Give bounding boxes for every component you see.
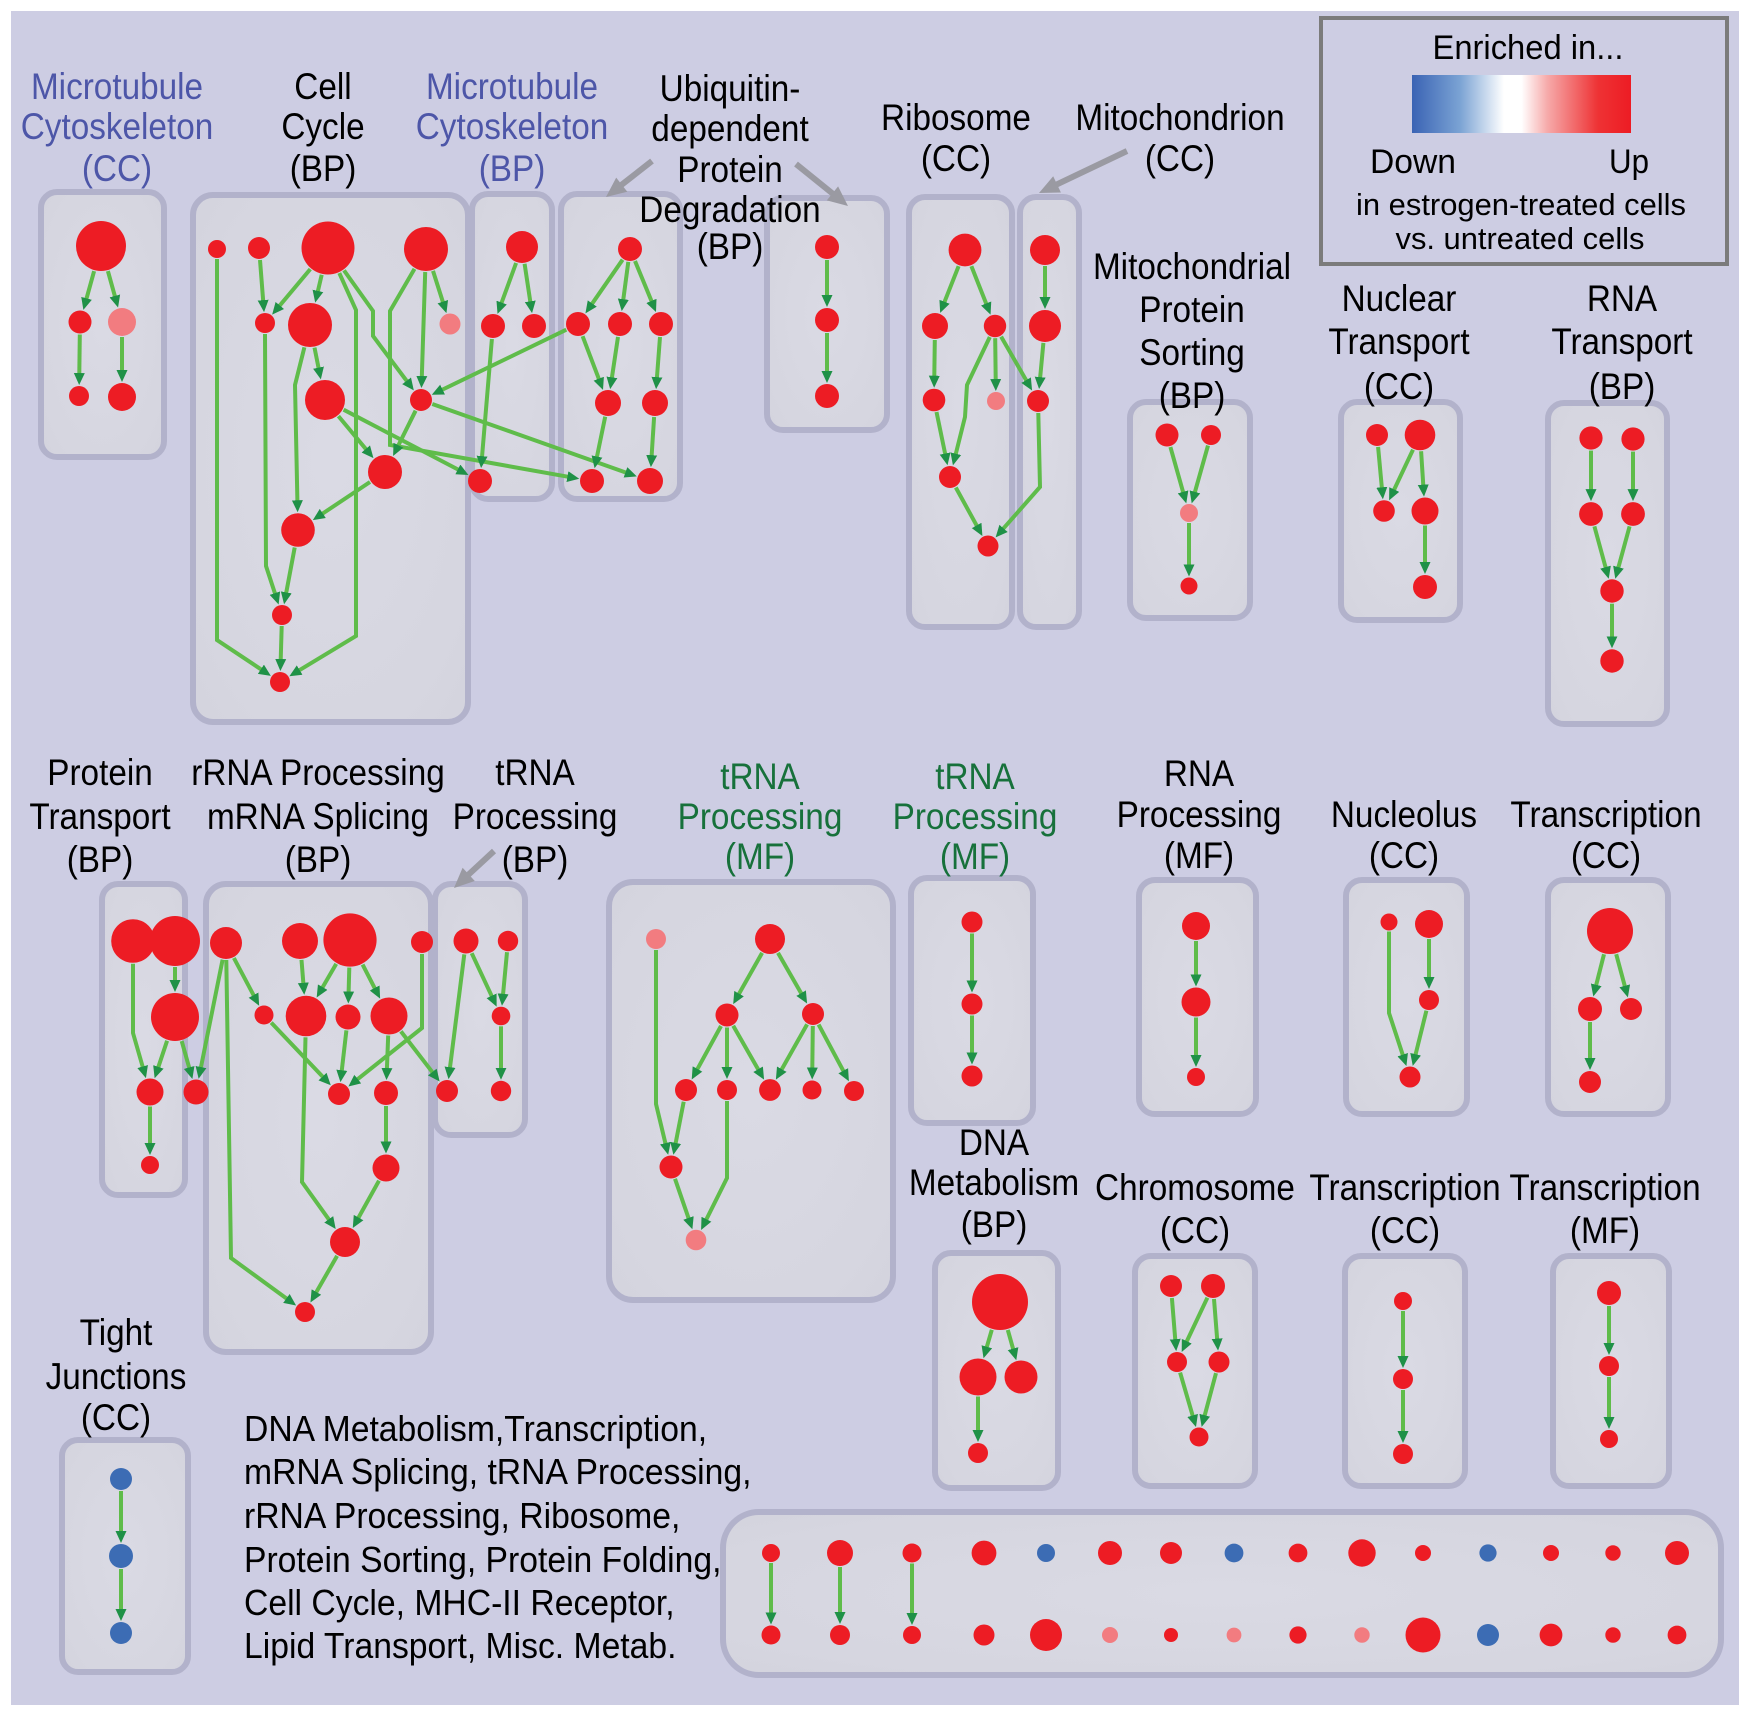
svg-text:mRNA Splicing, tRNA Processing: mRNA Splicing, tRNA Processing,	[244, 1451, 752, 1492]
svg-text:(CC): (CC)	[1145, 138, 1215, 179]
svg-text:(BP): (BP)	[479, 148, 546, 189]
svg-text:Up: Up	[1609, 143, 1649, 181]
svg-text:Cell Cycle, MHC-II Receptor,: Cell Cycle, MHC-II Receptor,	[244, 1582, 675, 1623]
svg-text:Microtubule: Microtubule	[426, 66, 598, 107]
svg-text:in estrogen-treated cells: in estrogen-treated cells	[1356, 187, 1686, 222]
svg-text:(BP): (BP)	[697, 226, 764, 267]
svg-text:Nuclear: Nuclear	[1342, 278, 1457, 319]
svg-text:(CC): (CC)	[81, 1397, 151, 1438]
svg-text:(BP): (BP)	[961, 1204, 1028, 1245]
svg-text:Enriched in...: Enriched in...	[1433, 29, 1624, 67]
svg-text:Mitochondrial: Mitochondrial	[1093, 246, 1291, 287]
svg-text:Down: Down	[1370, 143, 1456, 181]
svg-text:(BP): (BP)	[290, 148, 357, 189]
svg-text:vs. untreated cells: vs. untreated cells	[1396, 221, 1645, 256]
svg-text:DNA: DNA	[959, 1122, 1030, 1163]
svg-text:(BP): (BP)	[285, 839, 352, 880]
svg-text:Sorting: Sorting	[1139, 332, 1245, 373]
svg-text:(BP): (BP)	[502, 839, 569, 880]
svg-text:tRNA: tRNA	[720, 756, 800, 797]
svg-text:Protein Sorting, Protein Foldi: Protein Sorting, Protein Folding,	[244, 1539, 722, 1580]
svg-text:(CC): (CC)	[921, 138, 991, 179]
svg-text:Transcription: Transcription	[1510, 794, 1701, 835]
svg-text:Processing: Processing	[1117, 794, 1282, 835]
svg-text:Cytoskeleton: Cytoskeleton	[416, 106, 609, 147]
svg-text:Mitochondrion: Mitochondrion	[1075, 97, 1284, 138]
svg-text:Transcription: Transcription	[1309, 1167, 1500, 1208]
svg-text:Processing: Processing	[453, 796, 618, 837]
svg-text:Processing: Processing	[678, 796, 843, 837]
svg-text:(BP): (BP)	[67, 839, 134, 880]
svg-text:Junctions: Junctions	[46, 1356, 187, 1397]
svg-text:Processing: Processing	[893, 796, 1058, 837]
svg-text:Cycle: Cycle	[281, 106, 364, 147]
svg-text:Cytoskeleton: Cytoskeleton	[21, 106, 214, 147]
svg-text:Transport: Transport	[29, 796, 171, 837]
svg-text:(BP): (BP)	[1589, 366, 1656, 407]
svg-text:DNA Metabolism,Transcription,: DNA Metabolism,Transcription,	[244, 1408, 707, 1449]
svg-text:(CC): (CC)	[1571, 835, 1641, 876]
svg-text:Transcription: Transcription	[1509, 1167, 1700, 1208]
svg-text:(MF): (MF)	[1570, 1210, 1640, 1251]
svg-text:mRNA Splicing: mRNA Splicing	[207, 796, 429, 837]
svg-text:(CC): (CC)	[1370, 1210, 1440, 1251]
svg-text:rRNA Processing: rRNA Processing	[191, 752, 445, 793]
svg-text:Protein: Protein	[677, 149, 783, 190]
svg-text:dependent: dependent	[651, 108, 809, 149]
svg-text:Tight: Tight	[80, 1312, 153, 1353]
svg-text:(MF): (MF)	[1164, 835, 1234, 876]
svg-text:Transport: Transport	[1328, 321, 1470, 362]
svg-text:Protein: Protein	[47, 752, 153, 793]
svg-text:Ubiquitin-: Ubiquitin-	[660, 68, 801, 109]
svg-text:Ribosome: Ribosome	[881, 97, 1031, 138]
svg-text:RNA: RNA	[1164, 753, 1235, 794]
svg-text:Lipid Transport, Misc. Metab.: Lipid Transport, Misc. Metab.	[244, 1625, 677, 1666]
svg-text:(CC): (CC)	[1160, 1210, 1230, 1251]
svg-text:tRNA: tRNA	[935, 756, 1015, 797]
svg-text:(MF): (MF)	[725, 836, 795, 877]
svg-text:(CC): (CC)	[1369, 835, 1439, 876]
svg-text:Nucleolus: Nucleolus	[1331, 794, 1477, 835]
svg-text:Metabolism: Metabolism	[909, 1162, 1079, 1203]
svg-text:tRNA: tRNA	[495, 752, 575, 793]
svg-text:(MF): (MF)	[940, 836, 1010, 877]
svg-text:Chromosome: Chromosome	[1095, 1167, 1295, 1208]
svg-text:rRNA Processing, Ribosome,: rRNA Processing, Ribosome,	[244, 1495, 680, 1536]
svg-text:Degradation: Degradation	[639, 189, 820, 230]
svg-text:RNA: RNA	[1587, 278, 1658, 319]
svg-text:Protein: Protein	[1139, 289, 1245, 330]
svg-text:(CC): (CC)	[82, 148, 152, 189]
svg-text:Cell: Cell	[294, 66, 351, 107]
svg-text:(CC): (CC)	[1364, 366, 1434, 407]
svg-text:Transport: Transport	[1551, 321, 1693, 362]
svg-text:(BP): (BP)	[1159, 375, 1226, 416]
svg-text:Microtubule: Microtubule	[31, 66, 203, 107]
